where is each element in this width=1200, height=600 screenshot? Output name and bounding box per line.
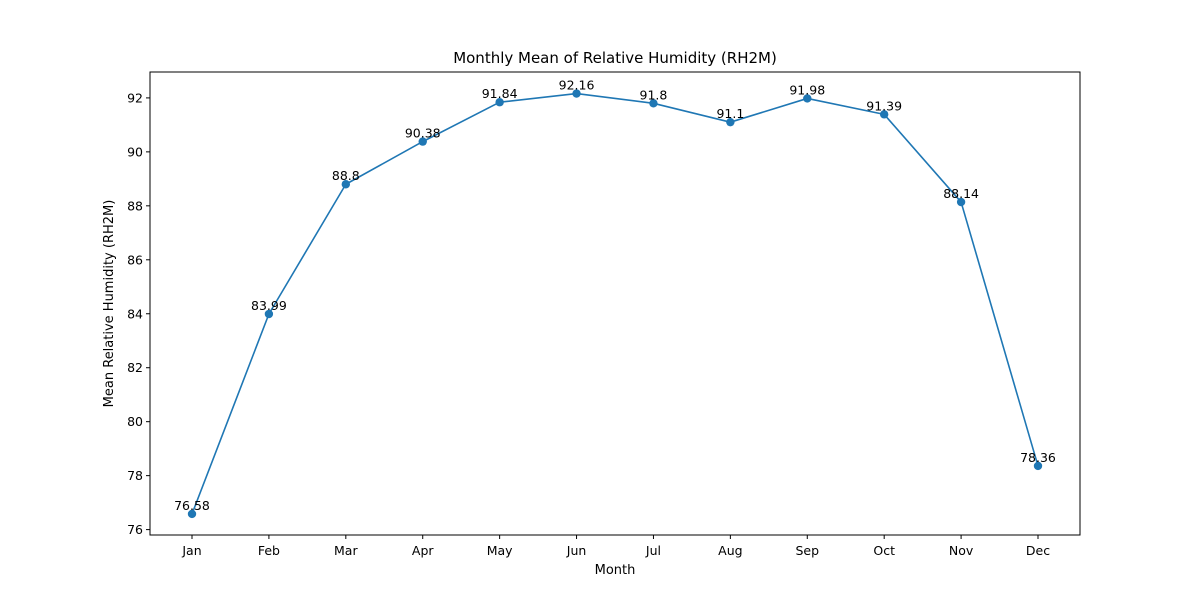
y-tick-label: 88 <box>127 198 143 213</box>
data-point <box>187 509 197 519</box>
x-tick-label: Aug <box>718 543 742 558</box>
y-axis-title: Mean Relative Humidity (RH2M) <box>102 200 117 408</box>
data-point <box>1033 461 1043 471</box>
x-axis: Jan Feb Mar Apr May Jun Jul Aug Sep Oct Nov Dec <box>181 535 1050 558</box>
data-label: 76.58 <box>174 498 210 513</box>
data-label: 91.39 <box>866 98 902 113</box>
x-tick-label: Sep <box>795 543 819 558</box>
chart-title: Monthly Mean of Relative Humidity (RH2M) <box>453 49 777 67</box>
data-label: 91.1 <box>716 106 744 121</box>
x-axis-title: Month <box>595 563 636 578</box>
y-axis: 76 78 80 82 84 86 88 90 92 <box>127 90 150 537</box>
series-line <box>191 92 1039 515</box>
plot-frame <box>149 71 1081 536</box>
x-tick-label: Feb <box>258 543 280 558</box>
data-label: 88.14 <box>943 186 979 201</box>
x-tick-label: Mar <box>334 543 358 558</box>
x-tick-label: Jan <box>181 543 201 558</box>
data-label: 90.38 <box>405 126 441 141</box>
data-label: 83.99 <box>251 298 287 313</box>
data-labels: 76.58 83.99 88.8 90.38 91.84 92.16 91.8 91.1 91.… <box>174 78 1056 513</box>
data-label: 91.98 <box>789 82 825 97</box>
x-tick-label: May <box>487 543 513 558</box>
y-tick-label: 78 <box>127 468 143 483</box>
data-point <box>418 137 427 146</box>
x-tick-label: Nov <box>949 543 974 558</box>
data-point <box>264 309 274 319</box>
data-point <box>879 110 889 119</box>
y-tick-label: 86 <box>127 252 143 267</box>
data-point <box>649 99 658 108</box>
data-point <box>572 89 581 98</box>
y-tick-label: 76 <box>127 522 143 537</box>
data-point <box>495 98 504 107</box>
data-label: 88.8 <box>332 168 360 183</box>
series-layer <box>187 89 1043 519</box>
x-tick-label: Jun <box>566 543 587 558</box>
data-label: 91.8 <box>640 87 668 102</box>
x-tick-label: Jul <box>645 543 661 558</box>
data-label: 92.16 <box>559 78 595 93</box>
y-tick-label: 90 <box>127 144 143 159</box>
x-tick-label: Apr <box>412 543 434 558</box>
data-point <box>726 117 735 127</box>
data-point <box>956 197 966 207</box>
y-tick-label: 80 <box>127 414 143 429</box>
y-tick-label: 82 <box>127 360 143 375</box>
x-tick-label: Oct <box>873 543 895 558</box>
x-tick-label: Dec <box>1026 543 1050 558</box>
data-label: 91.84 <box>482 86 518 101</box>
y-tick-label: 84 <box>127 306 143 321</box>
data-label: 78.36 <box>1020 450 1056 465</box>
y-tick-label: 92 <box>127 90 143 105</box>
data-point <box>341 180 351 189</box>
data-point <box>803 94 812 103</box>
